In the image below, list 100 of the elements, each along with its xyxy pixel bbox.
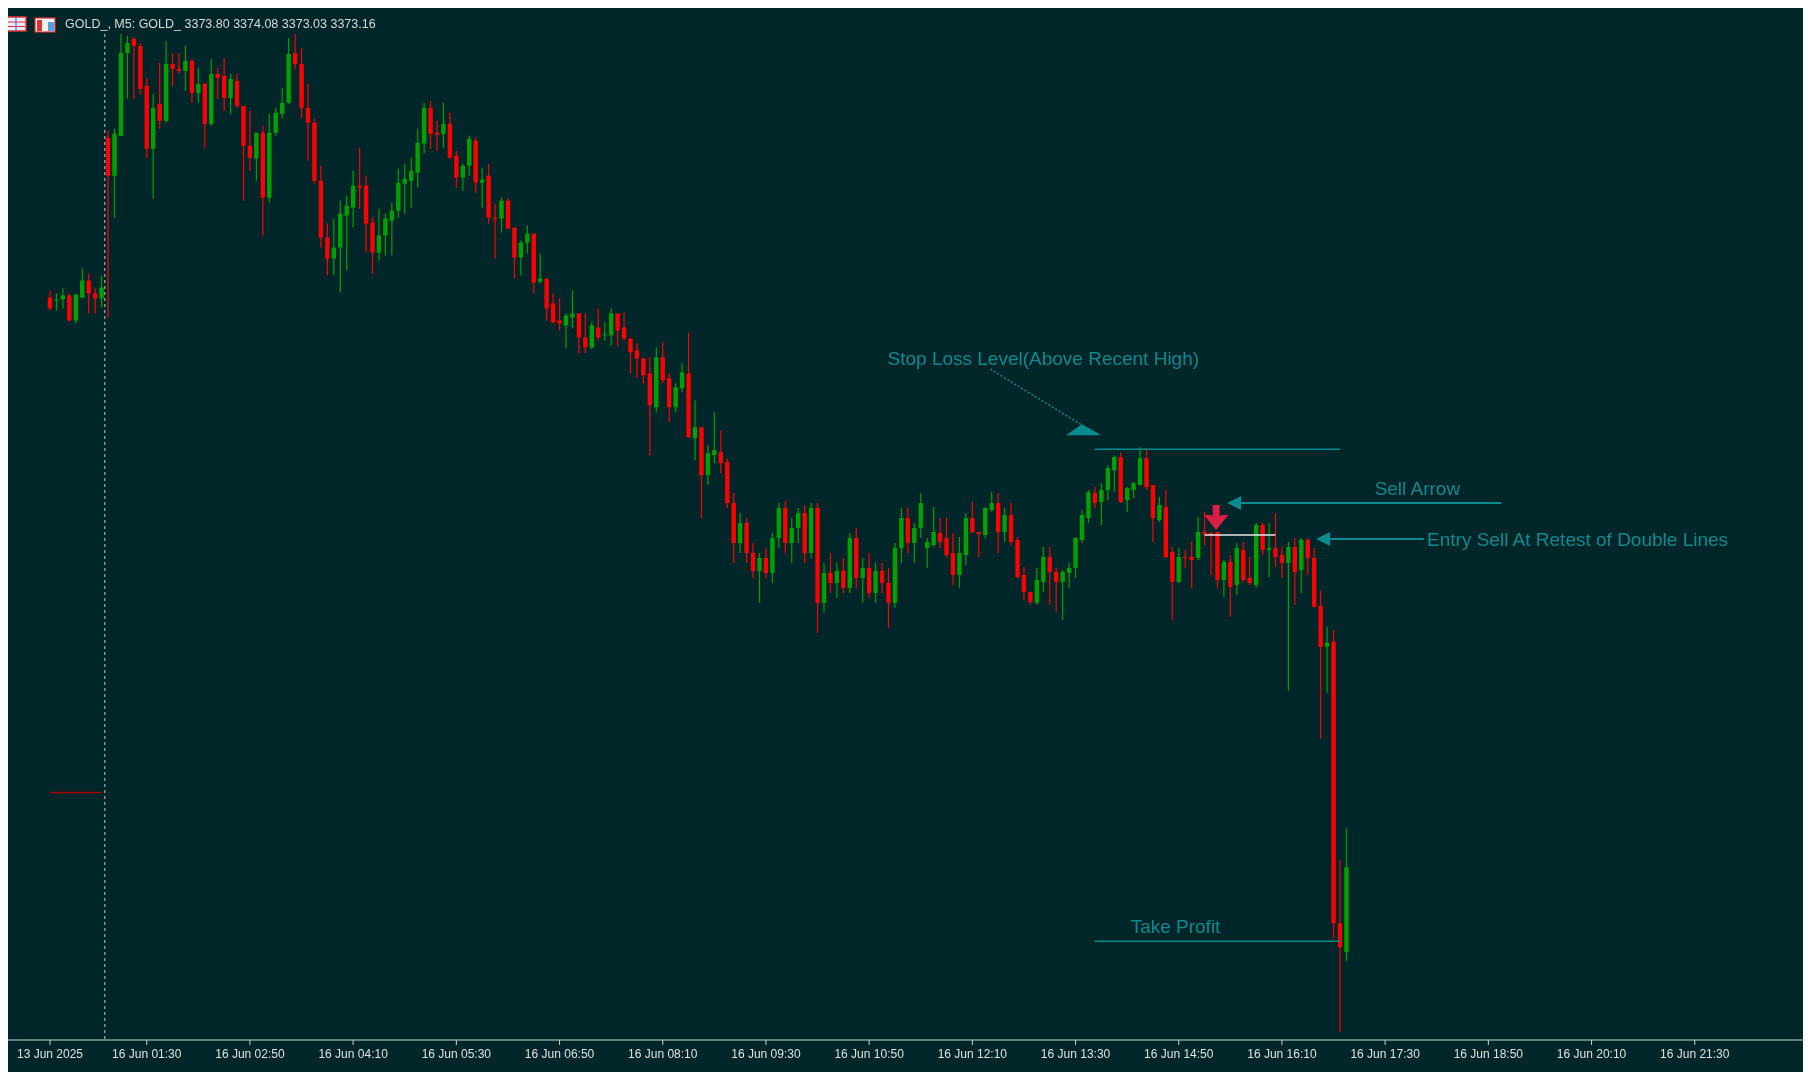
x-tick-label: 16 Jun 09:30 — [731, 1047, 801, 1061]
x-tick-label: 16 Jun 17:30 — [1350, 1047, 1421, 1061]
x-tick-label: 16 Jun 01:30 — [112, 1047, 182, 1061]
candlestick — [1286, 541, 1291, 692]
candlestick — [402, 163, 407, 215]
candlestick — [860, 557, 865, 604]
x-tick-label: 16 Jun 04:10 — [318, 1047, 389, 1061]
candlestick — [931, 506, 936, 548]
candlestick — [828, 552, 833, 594]
candlestick — [357, 147, 362, 210]
x-tick-label: 16 Jun 16:10 — [1247, 1047, 1317, 1061]
candlestick — [389, 202, 395, 257]
chart-title: GOLD_, M5: GOLD_ 3373.80 3374.08 3373.03 3373.16 — [65, 17, 376, 31]
candlestick — [525, 225, 530, 255]
candlestick — [441, 102, 446, 149]
candlestick — [718, 429, 723, 474]
candlestick — [292, 33, 298, 70]
candlestick — [615, 312, 620, 346]
candlestick — [834, 562, 840, 599]
candlestick — [157, 62, 162, 130]
candlestick — [325, 223, 330, 277]
candlestick — [376, 208, 382, 262]
candlestick — [280, 87, 285, 120]
x-tick-label: 16 Jun 14:50 — [1144, 1047, 1214, 1061]
candlestick — [873, 562, 878, 604]
x-tick-label: 16 Jun 08:10 — [628, 1047, 698, 1061]
candlestick — [538, 252, 543, 285]
candlestick — [1060, 569, 1065, 621]
x-tick-label: 16 Jun 05:30 — [421, 1047, 492, 1061]
candlestick — [1221, 559, 1227, 598]
candlestick — [125, 35, 130, 100]
candlestick — [634, 342, 640, 379]
candlestick — [692, 399, 698, 461]
candlestick — [679, 362, 685, 393]
annotation: Sell Arrow — [1374, 478, 1461, 499]
candlestick — [1105, 464, 1110, 501]
candlestick — [989, 491, 994, 513]
candlestick — [944, 516, 949, 558]
candlestick — [383, 213, 388, 257]
candlestick — [183, 45, 188, 92]
candlestick — [1202, 511, 1207, 546]
candlestick — [1279, 546, 1285, 579]
candlestick — [621, 311, 627, 341]
candlestick — [712, 411, 717, 464]
x-tick-label: 16 Jun 10:50 — [834, 1047, 905, 1061]
x-tick-label: 16 Jun 02:50 — [215, 1047, 285, 1061]
candlestick — [460, 163, 465, 192]
candlestick — [596, 307, 601, 341]
candlestick — [550, 292, 556, 325]
candlestick — [228, 73, 233, 115]
candlestick — [705, 444, 711, 486]
annotation: Entry Sell At Retest of Double Lines — [1427, 529, 1729, 550]
candlestick — [1066, 562, 1072, 589]
candlestick — [576, 312, 582, 354]
x-tick-label: 13 Jun 2025 — [16, 1047, 84, 1061]
candlestick — [1034, 567, 1040, 606]
x-tick-label: 16 Jun 06:50 — [524, 1047, 595, 1061]
x-tick-label: 16 Jun 13:30 — [1040, 1047, 1111, 1061]
candlestick — [92, 287, 98, 315]
candlestick — [479, 167, 485, 209]
candlestick — [750, 542, 756, 579]
candlestick — [879, 562, 885, 594]
candlestick — [131, 36, 137, 100]
candlestick — [957, 536, 962, 589]
candlestick — [1002, 507, 1007, 543]
x-tick-label: 16 Jun 12:10 — [937, 1047, 1008, 1061]
candlestick — [331, 218, 336, 277]
candlestick — [492, 203, 498, 260]
candlestick — [608, 307, 614, 346]
candlestick — [950, 532, 956, 586]
candlestick — [886, 567, 891, 629]
ref-line-label: Stop Loss Level(Above Recent High) — [887, 348, 1200, 370]
candlestick — [344, 195, 349, 272]
candlestick — [499, 197, 504, 234]
candlestick — [660, 341, 665, 384]
candlestick — [589, 320, 594, 350]
candlestick — [970, 501, 975, 534]
candlestick — [305, 83, 311, 162]
candlestick — [563, 312, 569, 349]
candlestick — [1273, 512, 1278, 568]
candlestick — [796, 507, 801, 544]
candlestick — [1189, 541, 1194, 589]
candlestick — [99, 274, 104, 309]
ref-line-label: Take Profit — [1130, 916, 1222, 938]
candlestick — [937, 517, 943, 549]
candlestick — [841, 557, 846, 594]
candlestick — [789, 517, 794, 564]
candlestick — [170, 52, 175, 87]
candlestick — [1124, 486, 1130, 513]
candlestick — [454, 150, 459, 189]
candlestick — [247, 110, 253, 172]
candlestick — [273, 107, 278, 137]
candlestick — [912, 522, 917, 564]
candlestick — [350, 170, 356, 229]
candlestick — [1157, 496, 1162, 523]
candlestick — [1305, 537, 1310, 576]
candlestick — [1047, 546, 1052, 606]
candlestick — [557, 297, 562, 332]
candlestick — [1099, 482, 1104, 526]
candlestick — [628, 337, 633, 374]
